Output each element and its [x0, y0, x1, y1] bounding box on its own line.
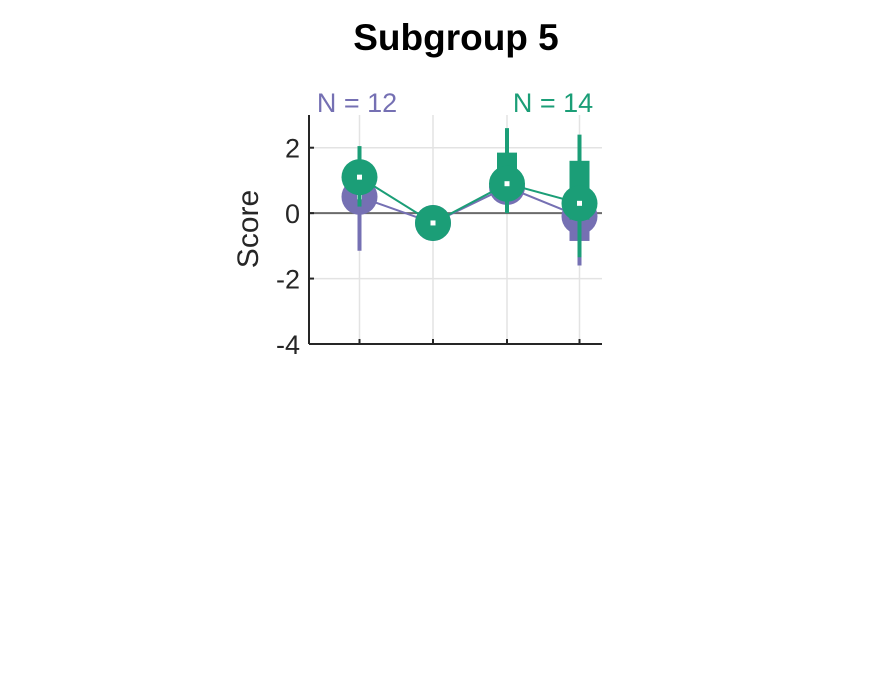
group-label-1: N = 12: [317, 88, 397, 118]
group-label-2: N = 14: [513, 88, 593, 118]
series-2-median-3: [504, 181, 510, 187]
series-2-median-2: [430, 220, 436, 226]
y-tick-label-2: 0: [285, 199, 300, 229]
series-2-median-1: [357, 174, 362, 180]
y-tick-label-4: -4: [276, 330, 300, 360]
series-2-median-4: [577, 200, 582, 206]
series-2-line: [358, 176, 580, 225]
y-tick-label-3: -2: [276, 265, 300, 295]
series-1-line: [359, 185, 580, 225]
y-tick-label-1: 2: [285, 134, 300, 164]
y-axis-label: Score: [232, 190, 265, 268]
chart-title: Subgroup 5: [353, 17, 559, 58]
plot-area: 2 0 -2 -4: [276, 115, 602, 360]
